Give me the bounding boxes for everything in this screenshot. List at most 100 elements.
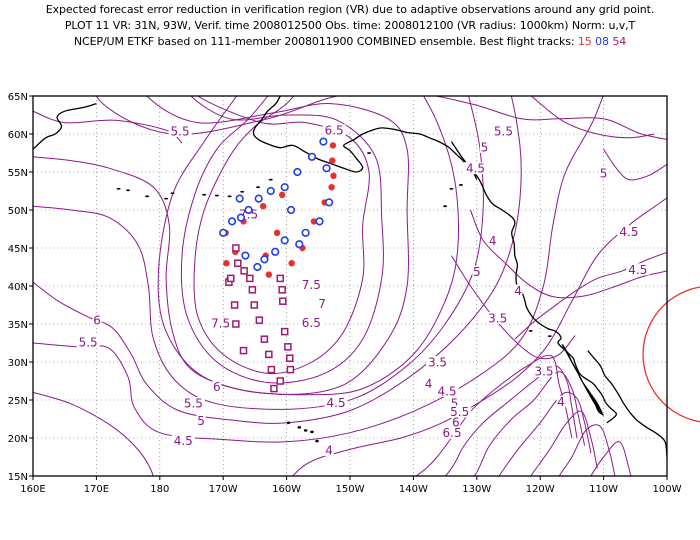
y-tick-label: 65N [8,92,28,103]
header-line-3-text: NCEP/UM ETKF based on 111-member 2008011… [73,35,575,48]
flight-08-marker [260,255,269,264]
islands [116,152,604,443]
contour-label-bg [196,414,206,427]
y-tick-label: 35N [8,320,28,331]
contour-label: 4.5 [628,263,647,277]
contour-label-bg [448,405,472,418]
island [256,186,261,189]
contour-label: 7 [318,297,326,311]
contour-label-bg [556,395,566,408]
flight-54-marker [227,274,235,283]
contour-label: 4.5 [466,162,485,176]
contour-label: 5.5 [79,336,98,350]
flight-54-marker [265,350,273,359]
contour-label-bg [212,380,222,393]
flight-08-marker [286,205,296,215]
contour-label-bg [451,416,461,429]
contour-label: 5 [197,414,205,428]
contour-label: 5 [481,140,489,154]
flight-08-marker [315,217,324,226]
island [268,178,273,181]
y-tick-label: 20N [8,434,28,445]
contour-label-bg [617,225,641,238]
contour-label-bg [488,234,498,247]
contour-line [450,255,576,360]
flight-08-marker [254,194,263,203]
island [126,189,131,192]
y-tick-label: 45N [8,244,28,255]
hawaii-island [297,426,302,429]
contour-line [498,391,592,476]
island [547,335,552,338]
flight-54-marker [250,301,259,309]
contour-line [33,96,460,396]
contour-line [33,110,183,144]
coastline-segment [587,350,667,458]
x-tick-label: 180 [150,484,169,495]
flight-08-label: 08 [595,35,609,48]
contour-label-bg [599,166,609,179]
flight-15-marker [265,271,273,278]
flight-08-marker [241,251,250,260]
contour-label: 4.5 [437,384,456,398]
contour-label-bg [472,265,482,278]
x-tick-label: 170W [209,484,238,495]
baja-peninsula [561,343,604,416]
flight-08-marker [280,183,289,192]
contour-line [530,96,655,139]
flight-54-marker [260,335,269,343]
contour-line [146,96,409,395]
coastline-segment [33,102,97,150]
island [164,197,169,200]
contour-label-bg [626,263,650,276]
flight-54-marker [246,274,254,283]
hawaii-island [303,429,308,432]
flight-15-marker [259,203,267,210]
flight-54-marker [280,327,289,336]
contour-label-bg [322,124,346,137]
island [227,195,232,198]
contour-label: 6 [452,416,460,430]
flight-54-marker [267,365,276,374]
flight-tracks [219,137,337,393]
contour-label: 4 [557,395,565,409]
contour-line [590,441,632,476]
flight-08-marker [319,137,328,146]
flight-track-legend: 15 08 54 [578,35,626,48]
contour-label-bg [440,426,464,439]
flight-15-marker [273,229,281,236]
contour-label: 5.5 [494,124,513,138]
flight-15-label: 15 [577,35,592,48]
contour-line [603,148,667,181]
y-axis: 15N 20N 25N 30N 35N 40N 45N 50N 55N 60N 65N [8,92,33,483]
y-tick-label: 30N [8,358,28,369]
contour-label-bg [450,397,460,410]
x-tick-label: 160E [20,484,45,495]
flight-54-marker [276,377,285,385]
contour-label: 6 [93,314,101,328]
flight-54-marker [270,384,278,393]
flight-track-54 [225,244,295,393]
flight-08-marker [307,152,317,161]
contour-label: 6.5 [302,316,321,330]
contour-label-bg [425,356,449,368]
contour-line [470,209,667,299]
flight-08-marker [236,213,246,222]
flight-08-marker [271,247,280,256]
flight-08-marker [244,205,253,215]
x-tick-label: 130W [462,484,491,495]
flight-15-marker [330,172,337,179]
contour-label-bg [324,396,348,409]
contour-line [33,96,522,424]
flight-15-marker [288,260,295,267]
contour-label-bg [424,377,434,390]
contour-line [514,251,667,340]
y-tick-label: 25N [8,396,28,407]
contour-label: 4 [325,444,333,458]
contour-label-bg [181,397,205,410]
flight-54-marker [234,259,242,267]
island [202,193,207,196]
flight-54-marker [240,267,248,275]
contour-label: 5.5 [450,405,469,419]
plot-header: Expected forecast error reduction in ver… [0,2,700,50]
